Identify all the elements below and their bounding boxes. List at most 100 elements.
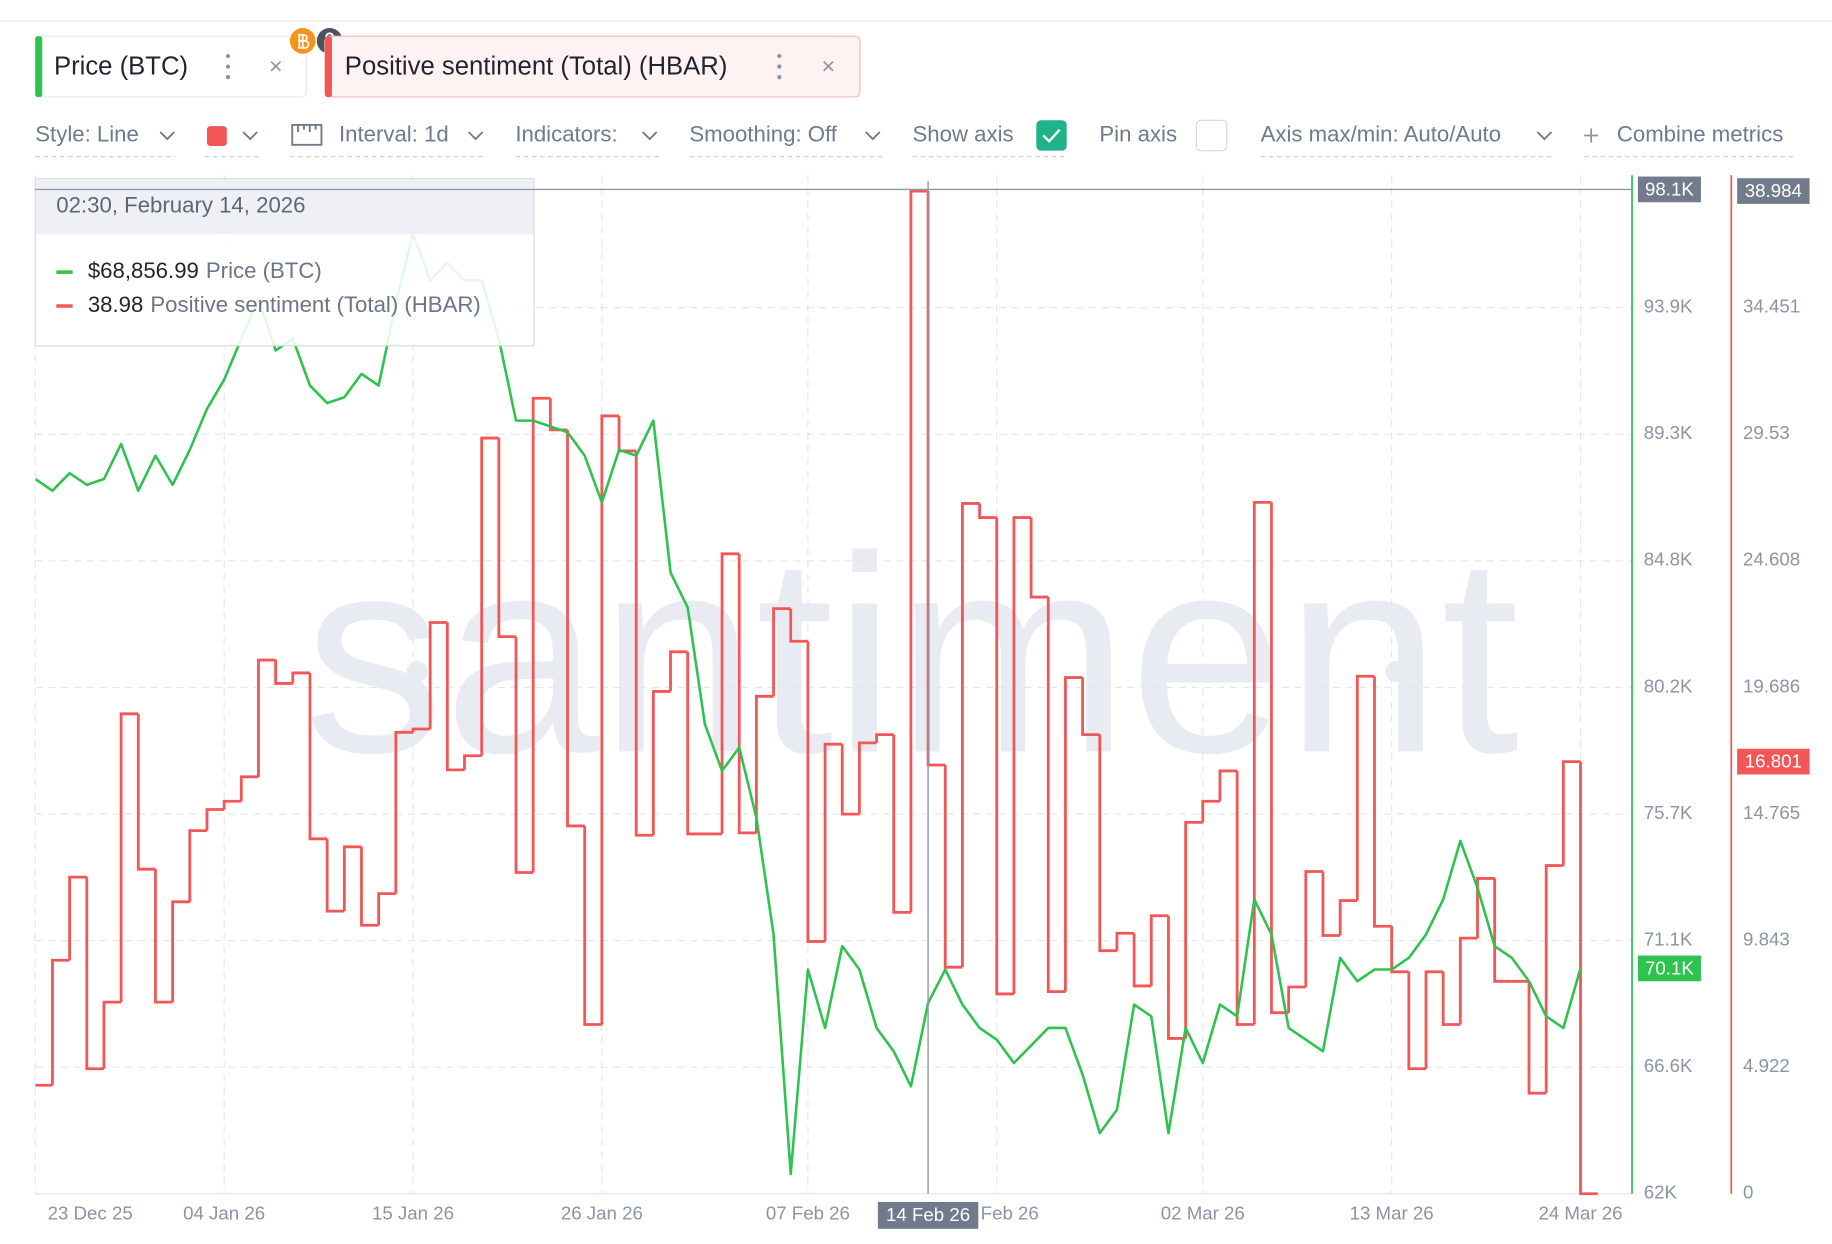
step-segment [686,651,705,836]
step-segment [119,712,139,1003]
y-tick-label: 62K [1644,1182,1678,1203]
x-tick-label: 04 Jan 26 [183,1203,265,1224]
x-tick-label: 13 Mar 26 [1350,1203,1434,1224]
step-segment [1012,516,1032,994]
step-segment [1167,915,1186,1040]
step-segment [1184,820,1203,1039]
step-segment [1493,878,1512,983]
step-segment [1561,760,1581,866]
tooltip-row: $68,856.99 Price (BTC) [88,258,322,283]
step-segment [1304,870,1323,987]
step-segment [892,734,911,914]
y-tick-label: 89.3K [1644,422,1693,443]
step-segment [1407,971,1426,1071]
step-segment [1029,517,1049,599]
pin-axis-checkbox[interactable] [1195,119,1228,152]
axis-badge [1637,955,1701,982]
step-segment [1081,677,1100,737]
interval-select[interactable]: Interval: 1d [339,121,449,146]
crosshair-x-label: 14 Feb 26 [886,1204,970,1225]
step-segment [1218,769,1238,802]
toolbar: Style: Line Interval: 1d Indicators: Smo… [35,119,1797,158]
watermark-dot [406,661,428,683]
tooltip-header [35,179,534,235]
y2-tick-label: 29.53 [1743,422,1790,443]
metric-tab[interactable]: Positive sentiment (Total) (HBAR) × [324,35,861,98]
step-segment [1390,926,1409,974]
step-segment [1441,971,1461,1026]
step-segment [188,829,207,902]
axis-badge-label: 70.1K [1645,958,1694,979]
step-segment [514,636,534,874]
interval-icon [291,124,323,146]
axis-badge-label: 38.984 [1745,180,1802,201]
step-segment [1098,734,1117,953]
step-segment [806,641,826,943]
step-segment [669,650,688,692]
step-segment [772,607,791,697]
step-segment [651,690,671,836]
y2-tick-label: 9.843 [1743,929,1790,950]
style-select[interactable]: Style: Line [35,121,139,146]
axis-minmax-select[interactable]: Axis max/min: Auto/Auto [1261,121,1501,146]
step-segment [1338,899,1358,936]
y2-tick-label: 0 [1743,1182,1753,1203]
step-segment [1544,864,1564,1094]
step-segment [1321,871,1341,937]
chevron [865,131,881,141]
tab-menu[interactable] [225,53,231,80]
y-tick-label: 80.2K [1644,675,1693,696]
color-select[interactable] [206,126,227,147]
step-segment [1373,676,1392,928]
step-segment [1149,914,1169,986]
step-segment [239,775,259,802]
chevron [642,131,658,141]
tab-color [35,36,43,97]
watermark-dot [1385,661,1407,683]
pin-axis-label[interactable]: Pin axis [1099,121,1177,146]
tab-close[interactable]: × [822,53,836,79]
step-segment [789,608,808,643]
combine-metrics[interactable]: Combine metrics [1617,121,1783,146]
step-segment [1252,500,1272,1025]
step-segment [634,450,654,837]
step-segment [257,658,276,777]
step-segment [1270,502,1289,1015]
step-segment [1476,877,1495,939]
chevron [159,131,175,141]
step-segment [428,621,448,729]
step-segment [566,429,585,828]
show-axis-label[interactable]: Show axis [912,121,1013,146]
step-segment [1355,674,1375,901]
step-segment [1424,970,1444,1069]
show-axis-checkbox[interactable] [1036,120,1067,151]
smoothing-select[interactable]: Smoothing: Off [689,121,837,146]
y-tick-label: 66.6K [1644,1055,1693,1076]
step-segment [1115,931,1135,951]
step-segment [531,396,551,873]
step-segment [840,744,860,816]
step-segment [394,730,413,894]
step-segment [875,733,894,743]
btc-glyph [298,33,310,49]
axis-badge [1737,178,1810,204]
axis-badge-label: 16.801 [1745,751,1802,772]
tab-menu[interactable] [777,53,782,80]
x-tick-label: 26 Jan 26 [561,1203,643,1224]
y2-tick-label: 24.608 [1743,549,1800,570]
step-segment [342,845,362,912]
chevron [467,131,484,141]
step-segment [291,671,310,684]
step-segment [1287,985,1306,1013]
indicators-select[interactable]: Indicators: [515,121,617,146]
step-segment [102,1000,122,1069]
step-segment [1235,770,1255,1026]
metric-tab[interactable]: Price (BTC) × [34,35,307,98]
tab-close[interactable]: × [269,53,283,79]
step-segment [600,414,620,1025]
step-segment [325,838,345,913]
tooltip: 02:30, February 14, 2026 $68,856.99 Price… [34,178,535,347]
step-segment [1132,933,1152,988]
step-segment [1064,676,1083,992]
chevron [1536,131,1553,141]
